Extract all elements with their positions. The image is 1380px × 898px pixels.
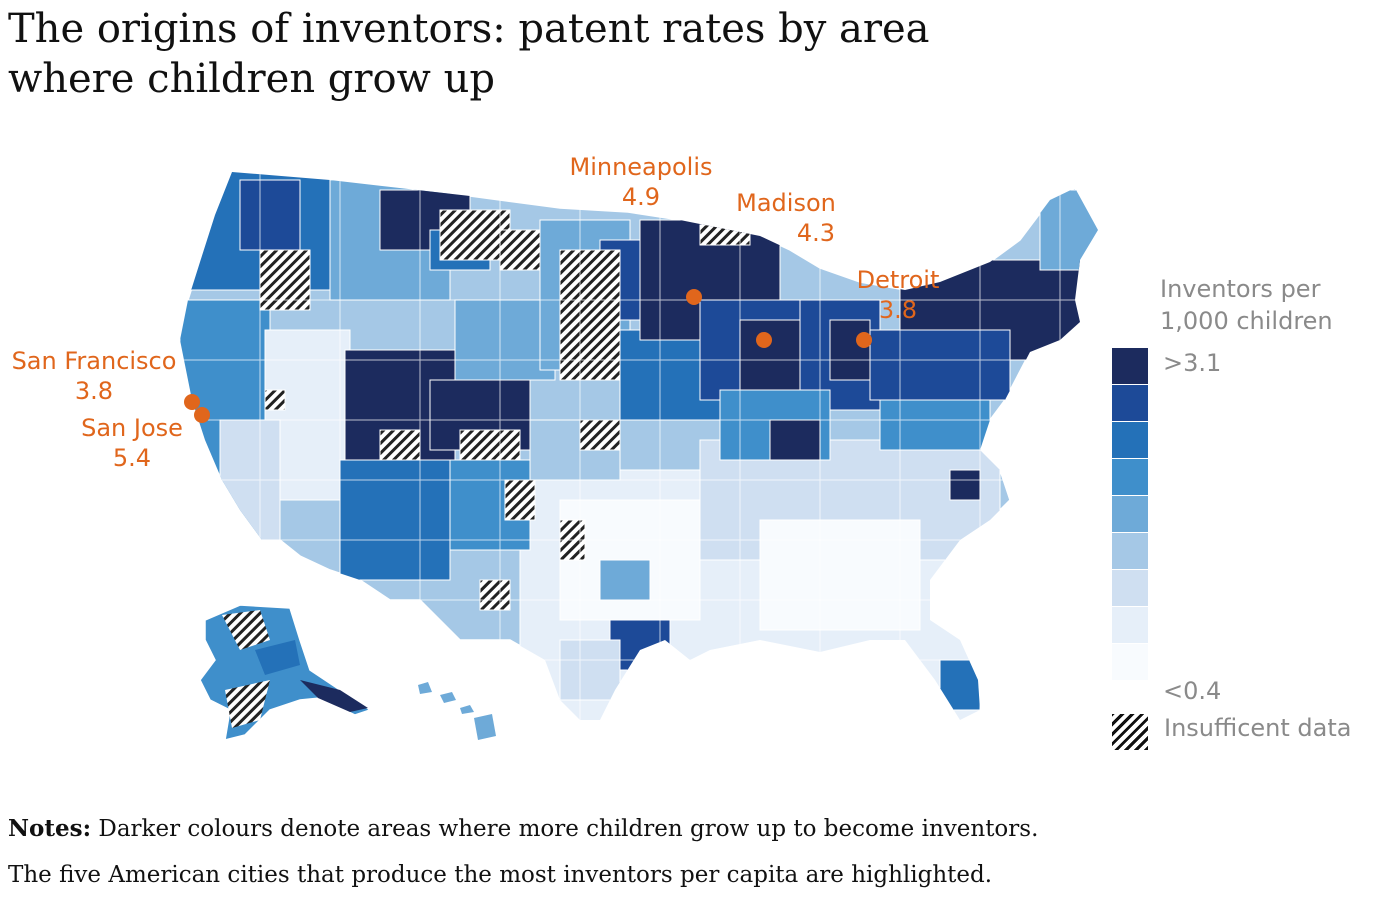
san-francisco-value: 3.8 [74,377,114,405]
detroit-label: Detroit 3.8 [850,265,946,325]
notes-text-1: Darker colours denote areas where more c… [98,816,1039,842]
detroit-marker [856,332,872,348]
legend-title: Inventors per 1,000 children [1160,273,1333,337]
insufficient-data-label: Insufficent data [1164,714,1352,742]
insufficient-data-swatch [1112,714,1148,750]
legend-title-line-2: 1,000 children [1160,307,1333,335]
alaska [199,604,372,742]
san-jose-marker [194,407,210,423]
san-francisco-marker [184,394,200,410]
legend-swatch [1112,459,1148,495]
san-jose-label: San Jose 5.4 [72,413,192,473]
madison-marker [756,332,772,348]
notes-line-1: Notes: Darker colours denote areas where… [8,806,1038,852]
city-markers [184,289,872,423]
legend-swatch [1112,422,1148,458]
madison-name: Madison [736,189,836,217]
legend-swatch [1112,496,1148,532]
detroit-name: Detroit [856,266,940,294]
minneapolis-label: Minneapolis 4.9 [560,152,722,212]
title-line-2: where children grow up [8,56,495,102]
madison-label: Madison 4.3 [726,188,846,248]
map-title: The origins of inventors: patent rates b… [8,4,1008,104]
san-francisco-label: San Francisco 3.8 [4,346,184,406]
minneapolis-marker [686,289,702,305]
legend-swatch [1112,348,1148,384]
legend-swatch [1112,385,1148,421]
legend-title-line-1: Inventors per [1160,275,1321,303]
legend-swatch [1112,570,1148,606]
notes-label: Notes: [8,815,92,842]
san-francisco-name: San Francisco [11,347,177,375]
notes: Notes: Darker colours denote areas where… [8,806,1038,898]
san-jose-name: San Jose [81,414,183,442]
minneapolis-value: 4.9 [621,183,661,211]
madison-value: 4.3 [796,219,836,247]
legend-swatch [1112,644,1148,680]
detroit-value: 3.8 [878,296,918,324]
legend-swatch [1112,607,1148,643]
notes-line-2: The five American cities that produce th… [8,862,993,888]
legend-max-label: >3.1 [1163,349,1222,377]
legend-min-label: <0.4 [1163,677,1222,705]
title-line-1: The origins of inventors: patent rates b… [8,6,930,52]
san-jose-value: 5.4 [112,444,152,472]
legend-swatch [1112,533,1148,569]
hawaii [418,682,496,740]
mainland-us [179,171,1099,721]
minneapolis-name: Minneapolis [569,153,713,181]
